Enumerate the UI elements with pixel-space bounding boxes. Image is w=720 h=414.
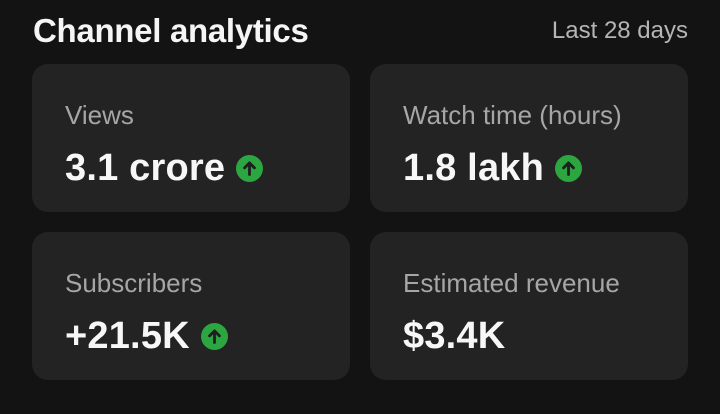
metric-value: 1.8 lakh (403, 146, 545, 189)
analytics-header: Channel analytics Last 28 days (33, 11, 688, 51)
metric-card-estimated-revenue[interactable]: Estimated revenue $3.4K (370, 232, 688, 380)
date-range-selector[interactable]: Last 28 days (551, 17, 688, 44)
metric-value-row: +21.5K (65, 315, 317, 358)
metric-value: +21.5K (65, 314, 190, 357)
metrics-grid: Views 3.1 crore Watch time (hours) 1.8 l… (32, 64, 688, 380)
trend-up-icon (236, 154, 264, 182)
trend-up-icon (200, 322, 228, 350)
metric-card-views[interactable]: Views 3.1 crore (32, 64, 350, 212)
metric-value-row: 1.8 lakh (403, 147, 655, 190)
metric-card-watch-time[interactable]: Watch time (hours) 1.8 lakh (370, 64, 688, 212)
metric-value: 3.1 crore (65, 146, 226, 189)
metric-label: Subscribers (65, 268, 203, 298)
metric-label: Estimated revenue (403, 268, 620, 298)
trend-up-icon (555, 154, 583, 182)
metric-card-subscribers[interactable]: Subscribers +21.5K (32, 232, 350, 380)
metric-value-row: 3.1 crore (65, 147, 317, 190)
page-title: Channel analytics (33, 12, 309, 49)
metric-label: Views (65, 100, 134, 130)
metric-label: Watch time (hours) (403, 100, 622, 130)
metric-value: $3.4K (403, 314, 506, 357)
metric-value-row: $3.4K (403, 315, 655, 358)
